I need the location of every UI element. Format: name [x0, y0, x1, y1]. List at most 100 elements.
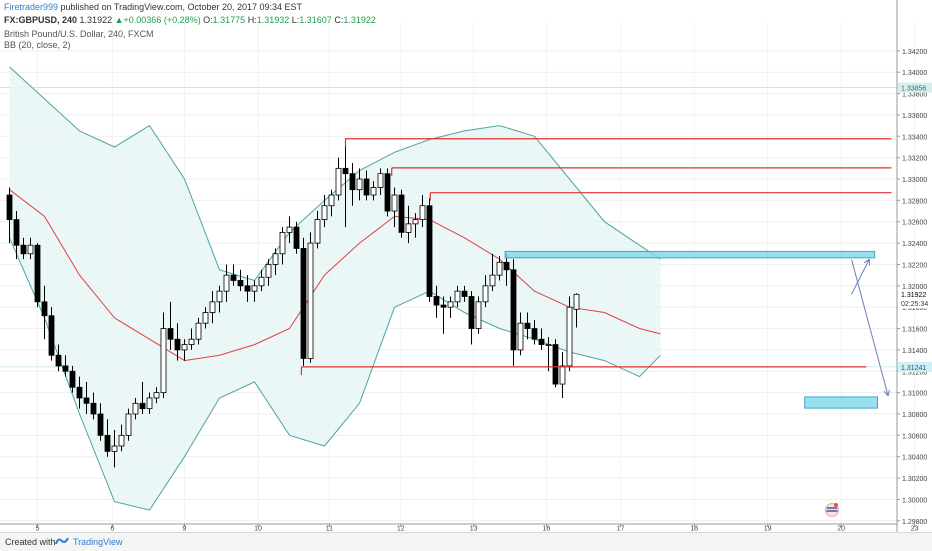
y-tick-label: 1.30200 — [902, 476, 927, 483]
band-fill — [9, 66, 661, 511]
candle-body — [216, 290, 223, 303]
author-link[interactable]: Firetrader999 — [4, 2, 59, 12]
candle-body — [391, 194, 398, 212]
candle-body — [433, 296, 440, 306]
candle-body — [167, 328, 174, 340]
candle-body — [41, 301, 48, 317]
y-tick-label: 1.31200 — [902, 369, 927, 376]
candle-body — [552, 344, 559, 385]
tradingview-logo-icon — [55, 537, 69, 545]
last-price-label-bg — [898, 289, 932, 300]
x-tick-label: 10 — [254, 526, 262, 533]
candle-body — [111, 445, 118, 452]
candle-body — [461, 290, 468, 297]
candle-body — [20, 244, 27, 255]
close-label: C: — [334, 15, 344, 25]
high-value: 1.31932 — [256, 15, 290, 25]
candle-body — [153, 392, 160, 399]
instrument-name: British Pound/U.S. Dollar, 240, FXCM — [4, 29, 154, 39]
target-zone — [804, 396, 879, 409]
candle-body — [545, 344, 552, 346]
x-tick-label: 9 — [183, 526, 187, 533]
y-tick-label: 1.31800 — [902, 305, 927, 312]
candle-body — [517, 322, 524, 351]
candle-body — [475, 301, 482, 329]
candle-body — [503, 261, 510, 271]
y-tick-label: 1.32600 — [902, 220, 927, 227]
x-tick-label: 19 — [764, 526, 772, 533]
bollinger-bands — [9, 66, 661, 511]
candle-body — [293, 226, 300, 249]
candle-body — [573, 293, 580, 310]
y-tick-label: 1.32200 — [902, 262, 927, 269]
band-top-price-label-bg — [898, 82, 932, 93]
countdown-label: 02:25:34 — [901, 301, 928, 308]
candle-body — [160, 328, 167, 394]
candle-body — [349, 173, 356, 191]
candle-body — [6, 194, 13, 220]
candle-body — [377, 173, 384, 188]
candle-body — [258, 276, 265, 287]
level-price-label-bg — [898, 361, 932, 372]
candle-body — [328, 194, 335, 207]
change-up-icon: ▲ — [114, 15, 124, 25]
open-value: 1.31775 — [212, 15, 246, 25]
x-tick-label: 18 — [690, 526, 698, 533]
low-value: 1.31607 — [299, 15, 332, 25]
candle-body — [482, 285, 489, 303]
basis-line — [9, 189, 661, 362]
y-tick-label: 1.33200 — [902, 156, 927, 163]
y-tick-label: 1.33400 — [902, 134, 927, 141]
indicator-legend[interactable]: BB (20, close, 2) — [4, 40, 71, 50]
x-tick-label: 23 — [911, 526, 919, 533]
candle-body — [272, 253, 279, 265]
candle-body — [104, 434, 111, 452]
candle-body — [279, 232, 286, 255]
price-axis[interactable]: 1.29800 1.30000 1.30200 1.30400 1.30600 1.308… — [896, 0, 932, 532]
candle-body — [48, 315, 55, 356]
candle-body — [181, 344, 188, 351]
x-tick-label: 11 — [326, 526, 333, 533]
level-price-label: 1.31241 — [901, 365, 926, 372]
created-with-text: Created with — [5, 537, 56, 547]
close-value: 1.31922 — [343, 15, 376, 25]
y-tick-label: 1.32800 — [902, 198, 927, 205]
candle-body — [34, 244, 41, 303]
candle-body — [209, 301, 216, 313]
candle-body — [286, 226, 293, 233]
y-tick-label: 1.30600 — [902, 433, 927, 440]
candle-body — [244, 285, 251, 292]
time-axis[interactable]: 5 6 9 10 11 12 13 16 17 18 19 20 23 — [0, 523, 919, 533]
candle-body — [314, 219, 321, 244]
candle-body — [76, 386, 83, 399]
candle-body — [307, 242, 314, 359]
x-tick-label: 17 — [617, 526, 625, 533]
candle-body — [412, 219, 419, 225]
candle-body — [531, 328, 538, 340]
candle-body — [489, 274, 496, 287]
candle-body — [62, 365, 69, 372]
chart-logo-icon — [825, 503, 839, 517]
candle-body — [370, 187, 377, 196]
footer-bar: Created with TradingView — [0, 532, 932, 551]
candle-body — [342, 167, 349, 175]
candle-body — [195, 322, 202, 340]
y-tick-label: 1.33800 — [902, 92, 927, 99]
tradingview-link[interactable]: TradingView — [73, 537, 123, 547]
x-tick-label: 20 — [837, 526, 845, 533]
price-chart[interactable]: 1.29800 1.30000 1.30200 1.30400 1.30600 1.308… — [0, 0, 932, 532]
high-label: H: — [247, 15, 257, 25]
candle-body — [55, 354, 62, 367]
candle-body — [90, 402, 97, 415]
candle-body — [125, 413, 132, 436]
x-tick-label: 5 — [36, 526, 40, 533]
low-label: L: — [291, 15, 300, 25]
last-price-label: 1.31922 — [901, 292, 926, 299]
candle-body — [118, 434, 125, 447]
x-tick-label: 13 — [470, 526, 478, 533]
candle-body — [356, 178, 363, 191]
y-tick-label: 1.34200 — [902, 49, 927, 56]
publish-line: Firetrader999 published on TradingView.c… — [4, 2, 302, 12]
candle-body — [559, 365, 566, 385]
y-tick-label: 1.30800 — [902, 412, 927, 419]
